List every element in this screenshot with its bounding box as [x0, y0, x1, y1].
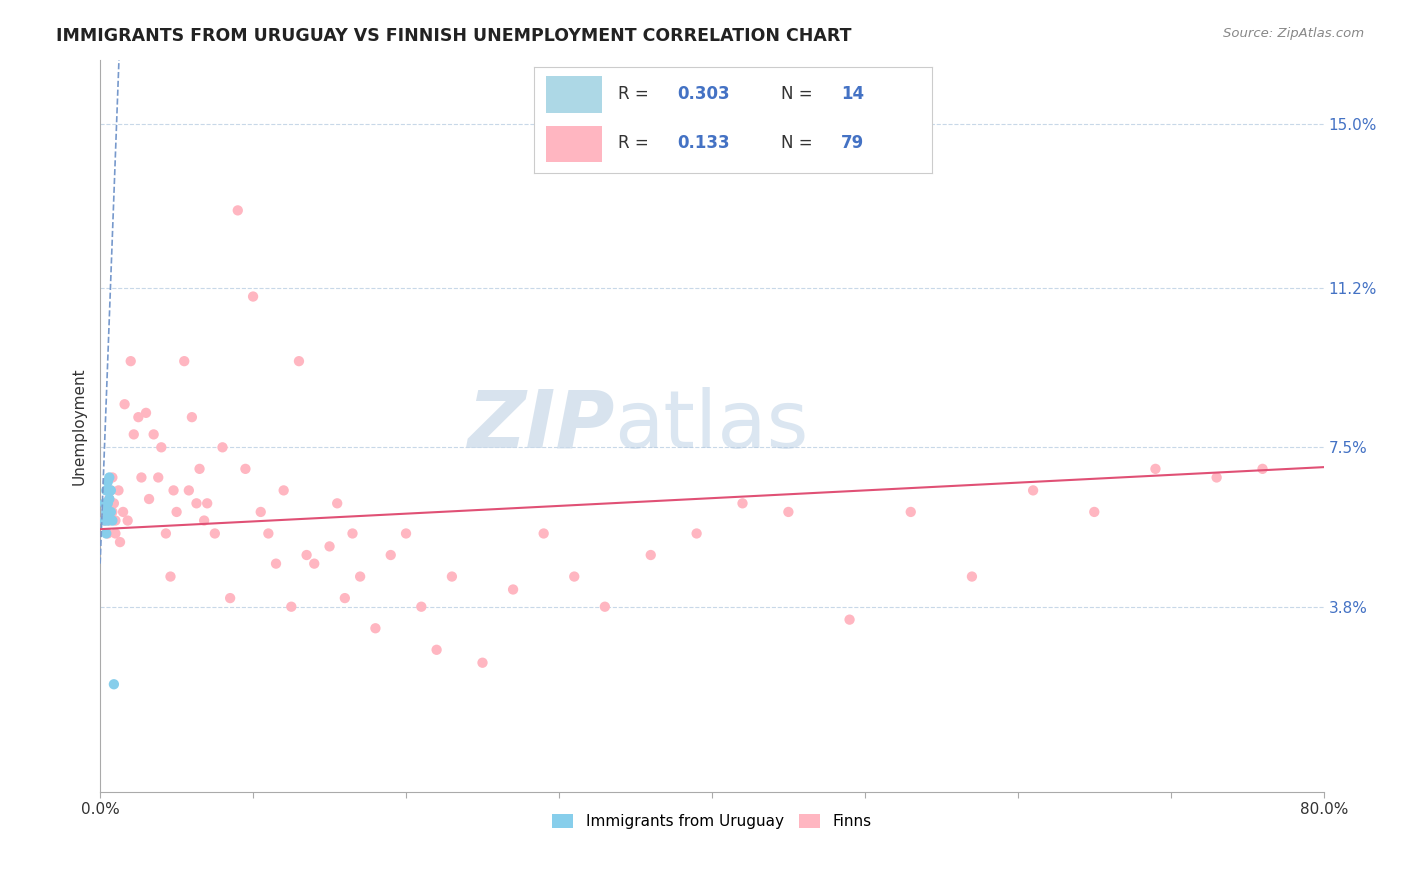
- Point: [97, 496, 120, 510]
- Point: [195, 496, 218, 510]
- Point: [112, 505, 135, 519]
- Point: [97, 505, 120, 519]
- Point: [104, 526, 127, 541]
- Point: [97, 514, 120, 528]
- Point: [101, 505, 124, 519]
- Point: [162, 483, 184, 498]
- Point: [98, 470, 121, 484]
- Point: [257, 526, 280, 541]
- Point: [96, 526, 118, 541]
- Point: [150, 440, 173, 454]
- Point: [104, 514, 127, 528]
- Point: [960, 569, 983, 583]
- Point: [96, 483, 118, 498]
- Point: [188, 462, 211, 476]
- Point: [364, 621, 387, 635]
- Point: [100, 483, 122, 498]
- Point: [1251, 462, 1274, 476]
- Point: [273, 483, 295, 498]
- Point: [131, 470, 153, 484]
- Point: [471, 656, 494, 670]
- Point: [180, 410, 202, 425]
- Point: [127, 410, 149, 425]
- Point: [101, 470, 124, 484]
- Point: [204, 526, 226, 541]
- Point: [562, 569, 585, 583]
- Point: [838, 613, 860, 627]
- Point: [249, 505, 271, 519]
- Point: [173, 354, 195, 368]
- Point: [93, 496, 115, 510]
- Point: [380, 548, 402, 562]
- Point: [166, 505, 188, 519]
- Point: [117, 514, 139, 528]
- Point: [640, 548, 662, 562]
- Point: [108, 535, 131, 549]
- Point: [778, 505, 800, 519]
- Point: [97, 475, 120, 489]
- Point: [264, 557, 287, 571]
- Point: [122, 427, 145, 442]
- Point: [159, 569, 181, 583]
- Point: [177, 483, 200, 498]
- Point: [98, 514, 121, 528]
- Y-axis label: Unemployment: Unemployment: [72, 367, 86, 484]
- Point: [93, 514, 115, 528]
- Point: [103, 677, 125, 691]
- Point: [295, 548, 318, 562]
- Point: [186, 496, 208, 510]
- Point: [135, 406, 157, 420]
- Point: [411, 599, 433, 614]
- Point: [96, 505, 118, 519]
- Point: [98, 491, 121, 506]
- Point: [280, 599, 302, 614]
- Point: [395, 526, 418, 541]
- Point: [333, 591, 356, 606]
- Point: [155, 526, 177, 541]
- Point: [440, 569, 463, 583]
- Point: [235, 462, 257, 476]
- Point: [326, 496, 349, 510]
- Point: [97, 526, 120, 541]
- Point: [138, 491, 160, 506]
- Text: IMMIGRANTS FROM URUGUAY VS FINNISH UNEMPLOYMENT CORRELATION CHART: IMMIGRANTS FROM URUGUAY VS FINNISH UNEMP…: [56, 27, 852, 45]
- Legend: Immigrants from Uruguay, Finns: Immigrants from Uruguay, Finns: [546, 808, 877, 836]
- Point: [98, 491, 121, 506]
- Point: [242, 289, 264, 303]
- Point: [304, 557, 326, 571]
- Point: [1205, 470, 1227, 484]
- Point: [731, 496, 754, 510]
- Text: ZIP: ZIP: [467, 387, 614, 465]
- Point: [593, 599, 616, 614]
- Point: [100, 483, 122, 498]
- Point: [288, 354, 311, 368]
- Point: [426, 642, 449, 657]
- Point: [900, 505, 922, 519]
- Point: [219, 591, 242, 606]
- Point: [100, 505, 122, 519]
- Point: [193, 514, 215, 528]
- Point: [1083, 505, 1105, 519]
- Point: [142, 427, 165, 442]
- Point: [502, 582, 524, 597]
- Point: [1022, 483, 1045, 498]
- Point: [1144, 462, 1167, 476]
- Point: [103, 496, 125, 510]
- Point: [349, 569, 371, 583]
- Point: [318, 540, 340, 554]
- Point: [96, 505, 118, 519]
- Point: [101, 514, 124, 528]
- Text: Source: ZipAtlas.com: Source: ZipAtlas.com: [1223, 27, 1364, 40]
- Point: [226, 203, 249, 218]
- Text: atlas: atlas: [614, 387, 808, 465]
- Point: [93, 514, 115, 528]
- Point: [148, 470, 170, 484]
- Point: [114, 397, 136, 411]
- Point: [533, 526, 555, 541]
- Point: [120, 354, 142, 368]
- Point: [107, 483, 129, 498]
- Point: [342, 526, 364, 541]
- Point: [685, 526, 707, 541]
- Point: [211, 440, 233, 454]
